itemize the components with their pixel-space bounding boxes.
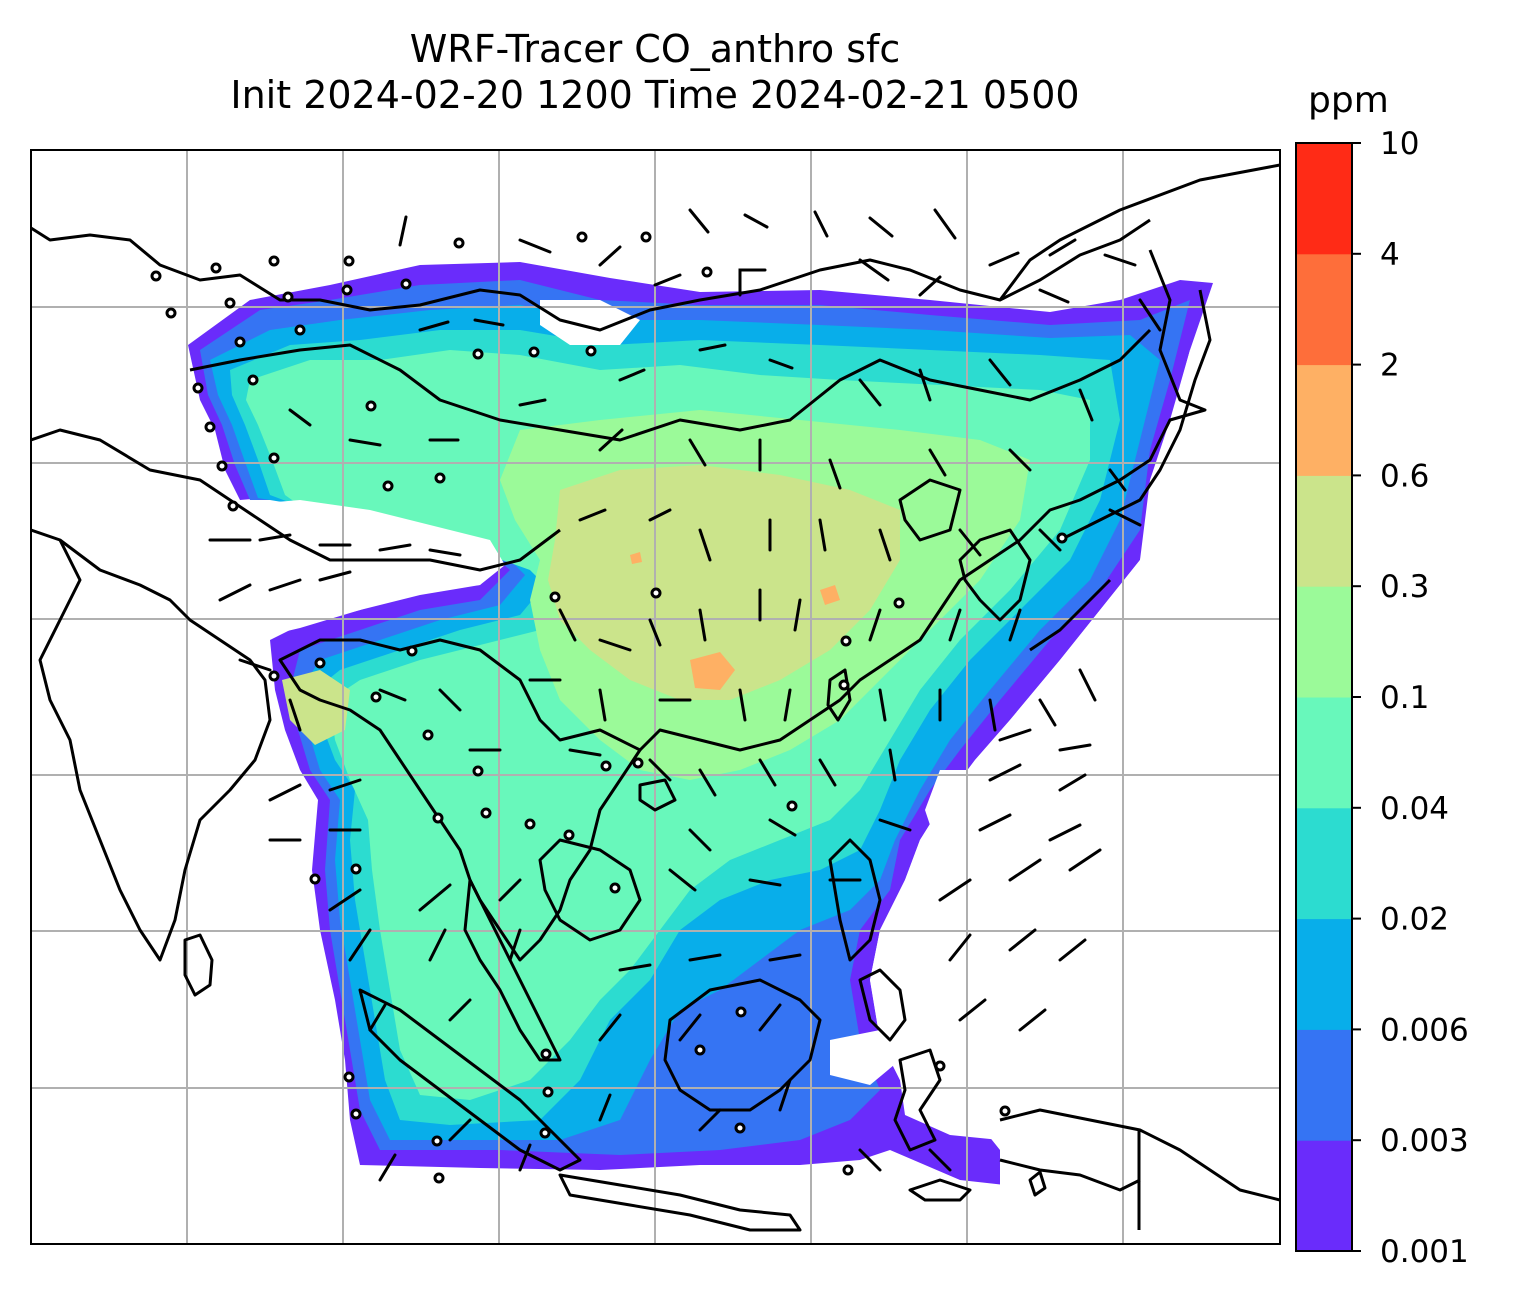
- field-level-7: [690, 652, 735, 690]
- chart-title: WRF-Tracer CO_anthro sfc Init 2024-02-20…: [30, 26, 1280, 118]
- wind-barbs: [208, 208, 1162, 1182]
- calm-wind-markers: [150, 231, 1068, 1184]
- colorbar-tick-label: 0.02: [1380, 902, 1449, 938]
- colorbar-swatch-0: [1296, 1140, 1352, 1252]
- title-line-1: WRF-Tracer CO_anthro sfc: [409, 27, 901, 71]
- map-frame: [30, 149, 1281, 1245]
- colorbar-tick-label: 10: [1380, 126, 1419, 162]
- colorbar-swatch-8: [1296, 253, 1352, 366]
- colorbar-tick-label: 0.003: [1380, 1123, 1469, 1159]
- colorbar-swatch-4: [1296, 697, 1352, 809]
- colorbar-ticks: 0.001 0.003 0.006 0.02 0.04 0.1 0.3 0.6 2 4 10: [1352, 126, 1469, 1270]
- coastlines: [31, 163, 1280, 1232]
- map-gridlines: [31, 150, 1280, 1244]
- colorbar-tick-label: 0.04: [1380, 791, 1449, 827]
- colorbar-tick-label: 0.1: [1380, 680, 1429, 716]
- title-line-2: Init 2024-02-20 1200 Time 2024-02-21 050…: [230, 73, 1080, 117]
- colorbar-swatch-1: [1296, 1029, 1352, 1141]
- colorbar-swatch-7: [1296, 364, 1352, 476]
- colorbar-swatch-6: [1296, 475, 1352, 587]
- colorbar-swatch-5: [1296, 586, 1352, 698]
- colorbar-tick-label: 4: [1380, 237, 1400, 273]
- colorbar-tick-label: 2: [1380, 348, 1400, 384]
- colorbar-swatches: [1296, 143, 1352, 1252]
- colorbar-unit: ppm: [1308, 80, 1389, 121]
- colorbar-swatch-9: [1296, 143, 1352, 255]
- colorbar-swatch-2: [1296, 918, 1352, 1030]
- colorbar-tick-label: 0.6: [1380, 458, 1429, 494]
- colorbar-swatch-3: [1296, 807, 1352, 920]
- colorbar-tick-label: 0.006: [1380, 1012, 1469, 1048]
- colorbar-tick-label: 0.001: [1380, 1234, 1469, 1270]
- colorbar-tick-label: 0.3: [1380, 569, 1429, 605]
